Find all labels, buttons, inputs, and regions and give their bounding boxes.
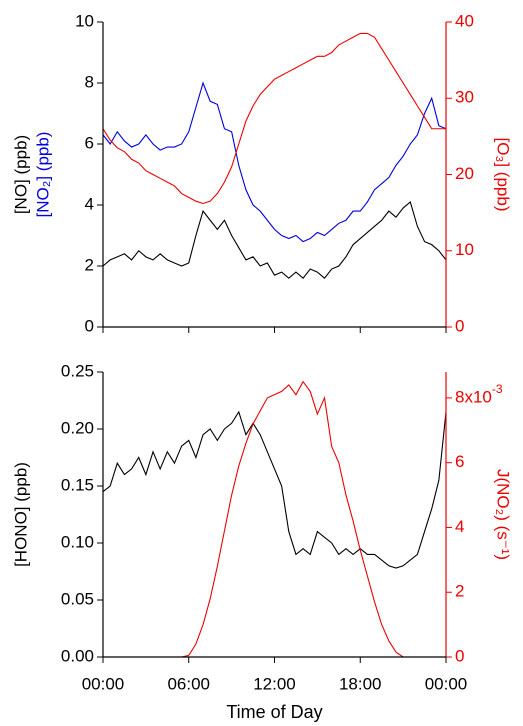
x-axis-label: Time of Day (226, 702, 322, 722)
y2-multiplier-exponent: -3 (492, 382, 503, 396)
y2-tick-label: 30 (455, 88, 474, 107)
x-tick-label: 12:00 (253, 674, 296, 693)
y2-tick-label: 6 (455, 452, 464, 471)
y-tick-label: 0.10 (61, 532, 94, 551)
y-axis-label: [NO] (ppb) (11, 135, 30, 214)
y-tick-label: 4 (85, 194, 94, 213)
y-tick-label: 10 (75, 11, 94, 30)
y2-tick-label: 0 (455, 646, 464, 665)
series-line (102, 200, 447, 279)
x-tick-label: 06:00 (167, 674, 210, 693)
y2-multiplier: x10 (464, 387, 491, 406)
y-tick-label: 8 (85, 72, 94, 91)
y2-axis-label: J(NO₂) (s⁻¹) (494, 469, 513, 560)
y-axis-label: [NO₂] (ppb) (33, 132, 52, 218)
y2-tick-label: 2 (455, 582, 464, 601)
y2-tick-label: 10 (455, 240, 474, 259)
y-tick-label: 0.25 (61, 361, 94, 380)
y2-tick-label: 8 (455, 387, 464, 406)
y-tick-label: 6 (85, 133, 94, 152)
series-line (102, 32, 446, 205)
y-tick-label: 0.00 (61, 646, 94, 665)
series-line (102, 81, 447, 243)
series-line (103, 380, 446, 658)
y-tick-label: 0 (85, 316, 94, 335)
y2-tick-label: 40 (455, 11, 474, 30)
y2-axis-label: [O₃] (ppb) (494, 137, 513, 211)
y-tick-label: 2 (85, 255, 94, 274)
y-tick-label: 0.20 (61, 418, 94, 437)
x-tick-label: 18:00 (339, 674, 382, 693)
y2-tick-label: 20 (455, 164, 474, 183)
x-tick-label: 00:00 (82, 674, 125, 693)
x-tick-label: 00:00 (425, 674, 468, 693)
y2-tick-label: 4 (455, 517, 464, 536)
y-axis-label: [HONO] (ppb) (11, 462, 30, 567)
y-tick-label: 0.15 (61, 475, 94, 494)
y2-tick-label: 0 (455, 316, 464, 335)
y-tick-label: 0.05 (61, 589, 94, 608)
series-line (102, 410, 447, 569)
